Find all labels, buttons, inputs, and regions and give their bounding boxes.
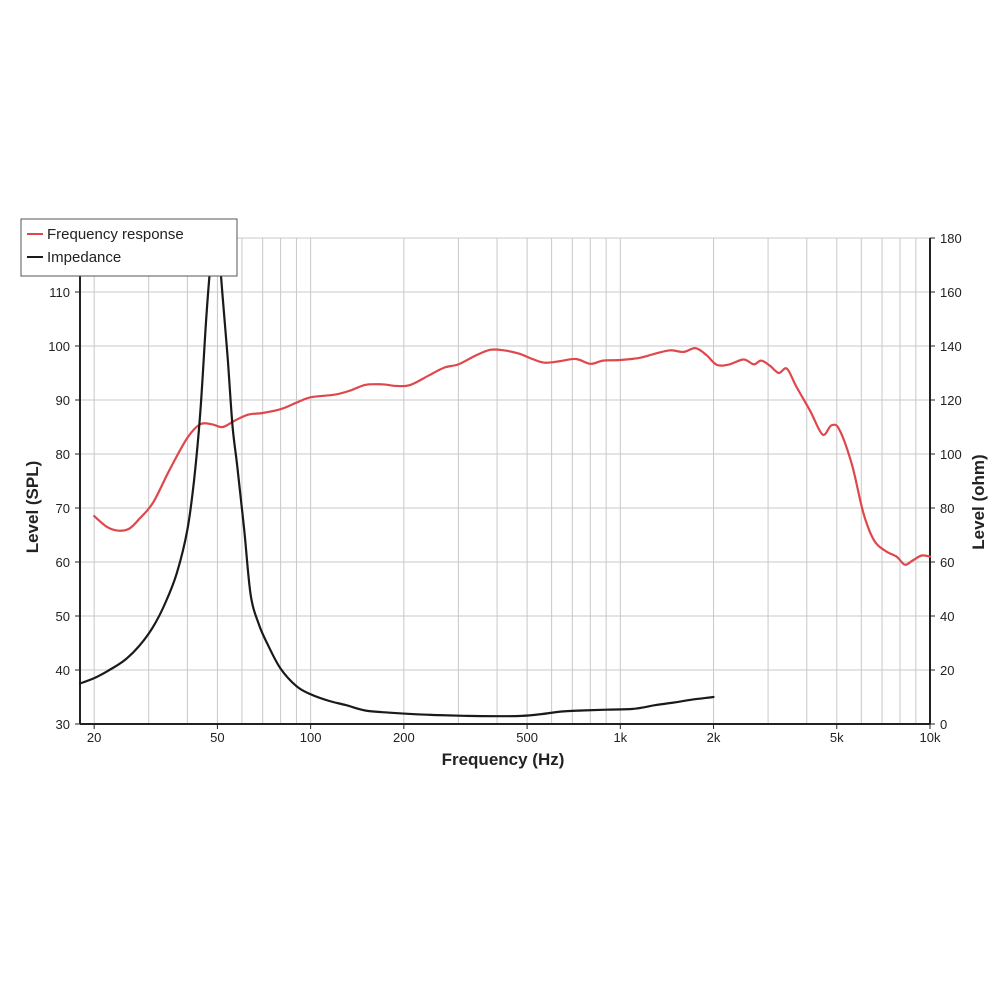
series-layer [78,236,932,718]
legend-box [20,218,238,277]
x-tick-label: 2k [707,730,721,745]
x-tick-label: 10k [920,730,941,745]
y-axis-left-title: Level (SPL) [23,461,42,554]
grid [80,237,931,725]
y-left-tick-label: 80 [56,447,70,462]
y-right-tick-label: 160 [940,285,962,300]
x-tick-label: 5k [830,730,844,745]
legend: Frequency response Impedance [20,218,238,277]
x-tick-label: 20 [87,730,101,745]
series-line-impedance [78,236,715,718]
y-left-tick-label: 40 [56,663,70,678]
y-right-tick-label: 0 [940,717,947,732]
y-axis-right-title: Level (ohm) [969,454,988,549]
y-right-tick-label: 100 [940,447,962,462]
y-left-tick-label: 90 [56,393,70,408]
y-left-tick-label: 30 [56,717,70,732]
x-tick-label: 1k [613,730,627,745]
y-right-tick-label: 80 [940,501,954,516]
y-left-tick-label: 110 [49,285,70,300]
legend-label-impedance: Impedance [47,249,121,266]
y-left-tick-label: 100 [48,339,70,354]
x-tick-label: 500 [516,730,538,745]
x-tick-label: 50 [210,730,224,745]
y-right-tick-label: 40 [940,609,954,624]
y-right-tick-label: 120 [940,393,962,408]
y-left-tick-label: 60 [56,555,70,570]
y-right-tick-label: 60 [940,555,954,570]
x-axis-title: Frequency (Hz) [442,750,565,769]
axes [75,237,935,729]
legend-label-frequency-response: Frequency response [47,226,184,243]
y-right-tick-label: 20 [940,663,954,678]
y-left-tick-label: 50 [56,609,70,624]
y-right-tick-label: 180 [940,231,962,246]
y-right-tick-label: 140 [940,339,962,354]
y-left-tick-label: 70 [56,501,70,516]
x-tick-label: 100 [300,730,322,745]
x-tick-label: 200 [393,730,415,745]
